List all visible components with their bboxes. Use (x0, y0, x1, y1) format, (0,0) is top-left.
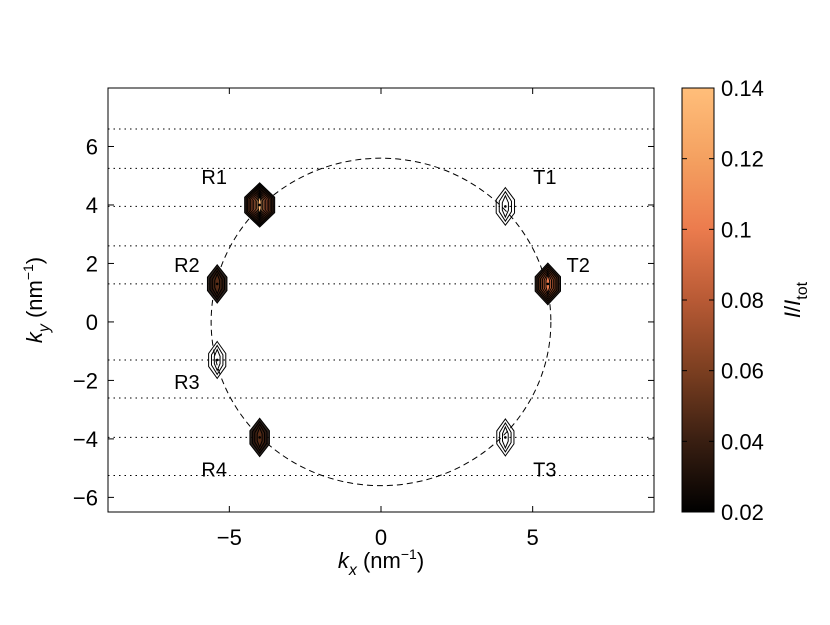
y-tick-label: −2 (73, 368, 98, 393)
peak-label-t1: T1 (533, 167, 556, 189)
peak-label-r3: R3 (174, 372, 200, 394)
colorbar-tick-label: 0.06 (721, 359, 764, 384)
peak-r3 (208, 340, 227, 380)
peak-r2 (206, 263, 228, 304)
peak-label-r1: R1 (201, 167, 227, 189)
x-tick-label: 5 (527, 525, 539, 550)
y-tick-label: 4 (86, 193, 98, 218)
contour-line (498, 190, 512, 223)
dashed-circle (210, 157, 552, 487)
contour-line (210, 344, 224, 376)
peak-label-t3: T3 (533, 460, 556, 482)
y-axis-label: ky (nm−1) (20, 257, 53, 343)
y-tick-label: 6 (86, 134, 98, 159)
contour-line (502, 425, 509, 450)
peak-t2 (534, 262, 561, 306)
peak-label-r4: R4 (201, 460, 227, 482)
contour-line (495, 186, 516, 227)
peak-label-t2: T2 (566, 255, 589, 277)
y-tick-label: −4 (73, 427, 98, 452)
peak-center (215, 358, 219, 362)
x-tick-label: −5 (217, 525, 242, 550)
peak-center (258, 203, 261, 207)
colorbar-tick-label: 0.14 (721, 76, 764, 101)
peak-center (504, 436, 507, 439)
y-tick-label: 0 (86, 310, 98, 335)
colorbar-tick-label: 0.04 (721, 429, 764, 454)
contour-line (213, 348, 221, 372)
colorbar-label: I/Itot (780, 281, 811, 318)
contour-line (499, 422, 512, 453)
contour-line (501, 194, 509, 219)
peak-t3 (496, 418, 515, 457)
peak-center (504, 205, 507, 208)
contour-line (496, 418, 515, 457)
colorbar-tick-label: 0.08 (721, 288, 764, 313)
contour-line (208, 340, 227, 380)
colorbar-tick-label: 0.02 (721, 500, 764, 525)
colorbar-tick-label: 0.12 (721, 147, 764, 172)
peak-r4 (249, 417, 270, 458)
y-tick-label: −6 (73, 485, 98, 510)
colorbar-tick-label: 0.1 (721, 217, 752, 242)
peak-center (215, 282, 219, 286)
peak-r1 (244, 182, 276, 228)
peak-center (258, 436, 261, 439)
peak-t1 (495, 186, 516, 227)
peak-center (546, 282, 550, 286)
peak-label-r2: R2 (174, 255, 200, 277)
x-tick-label: 0 (375, 525, 387, 550)
y-tick-label: 2 (86, 251, 98, 276)
x-axis-label: kx (nm−1) (338, 546, 424, 579)
plot-frame (107, 87, 655, 513)
